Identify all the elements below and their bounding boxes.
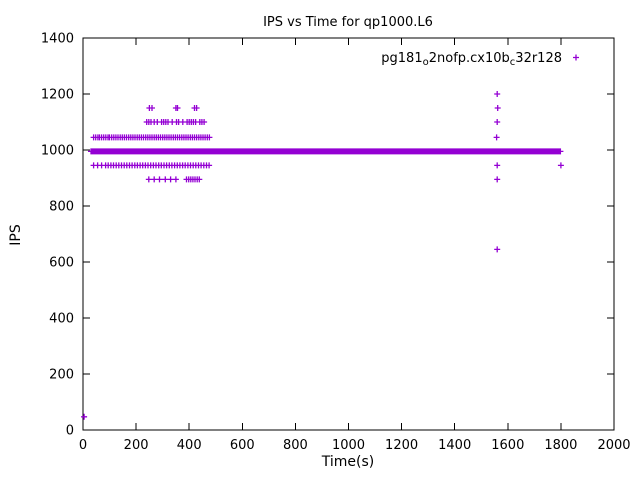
x-tick-label: 1200 bbox=[385, 438, 418, 453]
axes-frame bbox=[82, 37, 615, 431]
y-tick-label: 800 bbox=[49, 200, 74, 215]
x-tick-label: 800 bbox=[283, 438, 308, 453]
y-axis-label: IPS bbox=[8, 224, 24, 246]
y-tick-label: 0 bbox=[66, 424, 74, 439]
legend-marker bbox=[573, 54, 579, 61]
x-tick-label: 1000 bbox=[332, 438, 365, 453]
legend-label: pg181o2nofp.cx10bc32r128 bbox=[381, 51, 562, 68]
y-tick-label: 200 bbox=[49, 368, 74, 383]
x-tick-label: 1600 bbox=[491, 438, 524, 453]
x-tick-label: 200 bbox=[124, 438, 149, 453]
chart-title: IPS vs Time for qp1000.L6 bbox=[263, 15, 433, 30]
y-tick-label: 1400 bbox=[41, 32, 74, 47]
tick-labels: 0 200 400 600 800 1000 1200 1400 1600 1800 2000 0 20… bbox=[41, 32, 631, 454]
y-tick-label: 1200 bbox=[41, 88, 74, 103]
x-tick-label: 2000 bbox=[597, 438, 630, 453]
x-axis-label: Time(s) bbox=[321, 454, 374, 470]
x-tick-label: 0 bbox=[79, 438, 87, 453]
x-tick-label: 400 bbox=[177, 438, 202, 453]
plot-points bbox=[81, 91, 564, 420]
y-tick-label: 400 bbox=[49, 312, 74, 327]
y-tick-label: 600 bbox=[49, 256, 74, 271]
y-tick-label: 1000 bbox=[41, 144, 74, 159]
x-tick-label: 1800 bbox=[544, 438, 577, 453]
x-tick-label: 600 bbox=[230, 438, 255, 453]
x-tick-label: 1400 bbox=[438, 438, 471, 453]
